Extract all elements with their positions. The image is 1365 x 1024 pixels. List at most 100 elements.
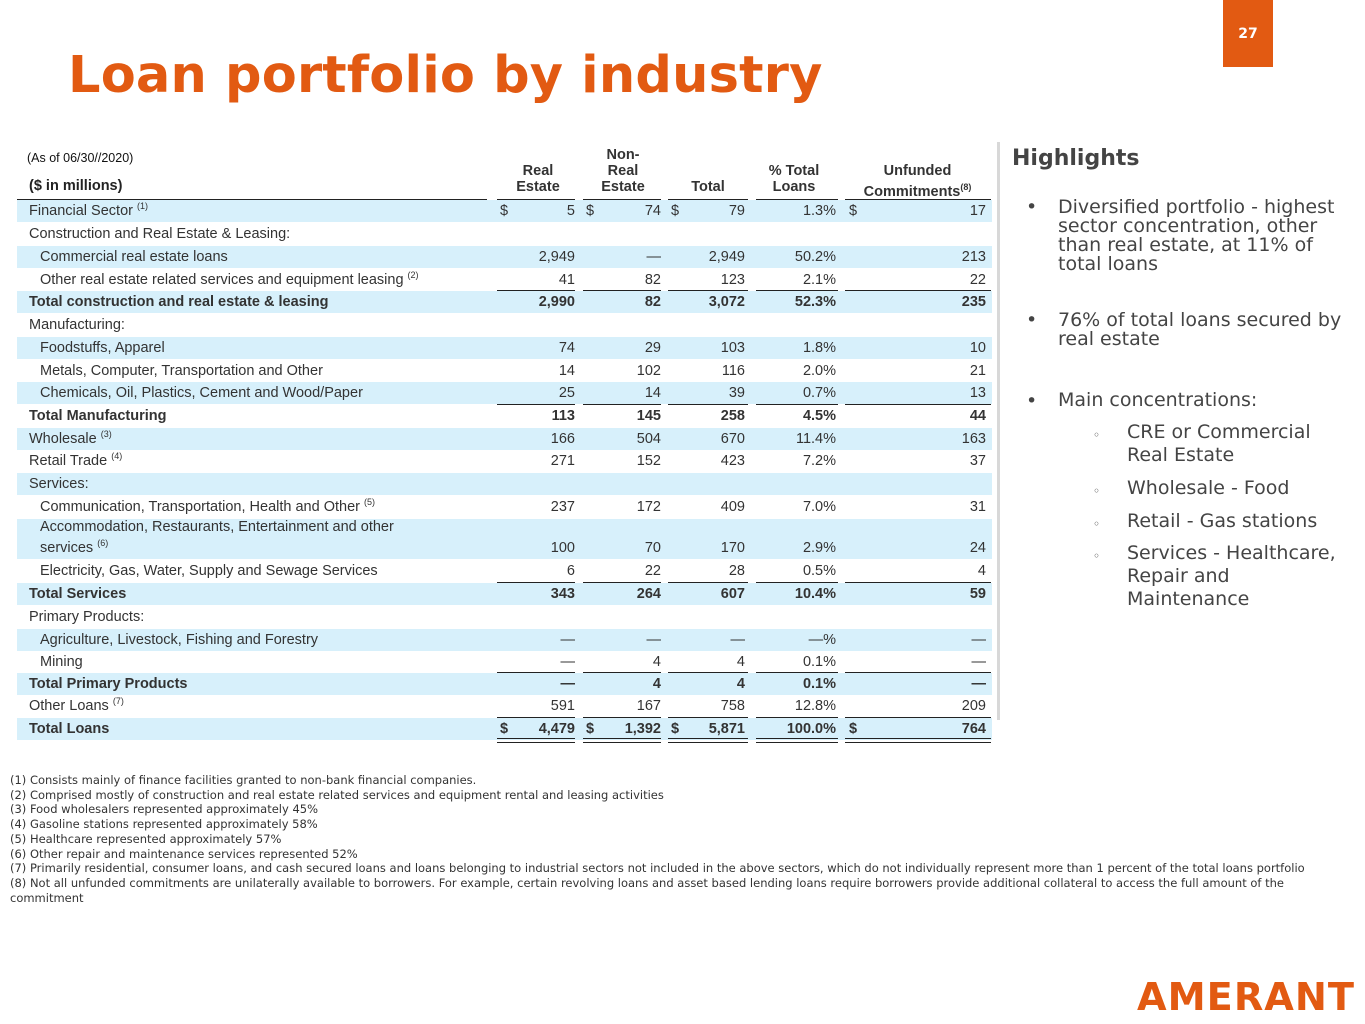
header-unfunded-line-2: Commitments	[863, 183, 961, 200]
row-label: Total Primary Products	[29, 676, 188, 692]
subtotal-rule	[845, 404, 991, 405]
cell-real-estate: 14	[558, 363, 575, 379]
cell-non-real-estate: 504	[636, 431, 661, 447]
subtotal-rule	[497, 672, 575, 673]
units-label: ($ in millions)	[29, 178, 123, 194]
footnote: (8) Not all unfunded commitments are uni…	[10, 875, 1284, 905]
row-label: Wholesale (3)	[29, 426, 112, 447]
double-rule	[756, 738, 838, 743]
row-note: (2)	[407, 270, 419, 281]
subtotal-rule	[668, 582, 748, 583]
row-note: (6)	[97, 538, 109, 549]
cell-non-real-estate: 1,392	[624, 721, 661, 737]
table-row-subtotal: Total Services 343 264 607 10.4% 59	[17, 583, 992, 605]
table-row: Financial Sector (1) $ 5 $ 74 $ 79 1.3% …	[17, 200, 992, 222]
subtotal-rule	[668, 404, 748, 405]
cell-real-estate: 343	[550, 586, 575, 602]
subtotal-rule	[583, 290, 661, 291]
cell-total: 409	[720, 499, 745, 515]
cell-unfunded: —	[971, 632, 987, 648]
cell-unfunded: 213	[961, 249, 986, 265]
cell-real-estate: 6	[566, 563, 575, 579]
table-row: Foodstuffs, Apparel 74 29 103 1.8% 10	[17, 337, 992, 359]
cell-total: 2,949	[708, 249, 745, 265]
cell-total: 4	[736, 654, 745, 670]
header-pct-total-loans: % Total Loans	[752, 163, 836, 195]
cell-total: 123	[720, 272, 745, 288]
cell-pct-total: 100.0%	[786, 721, 836, 737]
double-rule	[668, 738, 748, 743]
cell-pct-total: 50.2%	[794, 249, 836, 265]
header-unfunded-line-1: Unfunded	[883, 163, 952, 179]
highlights-title: Highlights	[1012, 146, 1140, 171]
sub-bullet-icon: ◦	[1093, 517, 1101, 531]
cell-pct-total: 2.9%	[802, 540, 836, 556]
header-non-real-estate: Non- Real Estate	[590, 147, 656, 195]
row-label: Total Services	[29, 586, 127, 602]
header-unfunded-note: (8)	[960, 182, 972, 192]
vertical-divider	[997, 142, 1000, 720]
row-label-text: Retail Trade	[29, 453, 108, 469]
cell-unfunded: 10	[969, 340, 986, 356]
bullet-icon: •	[1026, 390, 1038, 412]
table-row-total: Total Loans $ 4,479 $ 1,392 $ 5,871 100.…	[17, 718, 992, 740]
double-rule	[497, 738, 575, 743]
cell-unfunded: 44	[969, 408, 986, 424]
subtotal-rule	[845, 672, 991, 673]
row-label: Agriculture, Livestock, Fishing and Fore…	[40, 632, 319, 648]
page-number-badge: 27	[1223, 0, 1273, 67]
row-label-text: Other Loans	[29, 698, 109, 714]
cell-non-real-estate: 82	[644, 272, 661, 288]
cell-pct-total: 1.3%	[802, 203, 836, 219]
cell-non-real-estate: 102	[636, 363, 661, 379]
cell-pct-total: 2.0%	[802, 363, 836, 379]
cell-total: 607	[720, 586, 745, 602]
table-row-subtotal: Total Primary Products — 4 4 0.1% —	[17, 673, 992, 695]
subtotal-rule	[583, 672, 661, 673]
cell-pct-total: 0.7%	[802, 385, 836, 401]
table-row: Other Loans (7) 591 167 758 12.8% 209	[17, 695, 992, 717]
row-note: (3)	[100, 429, 112, 440]
footnote: (1) Consists mainly of finance facilitie…	[10, 773, 477, 787]
subtotal-rule	[845, 290, 991, 291]
cell-real-estate: 5	[566, 203, 575, 219]
row-label: Communication, Transportation, Health an…	[40, 494, 375, 515]
row-note: (7)	[112, 696, 124, 707]
row-label-text: Wholesale	[29, 431, 97, 447]
as-of-date: (As of 06/30//2020)	[27, 151, 134, 165]
table-row: Wholesale (3) 166 504 670 11.4% 163	[17, 428, 992, 450]
subtotal-rule	[845, 582, 991, 583]
header-real-estate-line-1: Real	[522, 163, 554, 179]
section-label: Primary Products:	[29, 609, 145, 625]
cell-pct-total: 10.4%	[794, 586, 836, 602]
cell-non-real-estate: 264	[636, 586, 661, 602]
subtotal-rule	[668, 672, 748, 673]
cell-non-real-estate: 29	[644, 340, 661, 356]
cell-unfunded: 235	[961, 294, 986, 310]
cell-non-real-estate: 152	[636, 453, 661, 469]
cell-unfunded: 163	[961, 431, 986, 447]
table-row: Mining — 4 4 0.1% —	[17, 651, 992, 673]
cell-pct-total: 7.0%	[802, 499, 836, 515]
currency-symbol: $	[671, 721, 680, 737]
header-pct-line-1: % Total	[768, 163, 820, 179]
section-label: Construction and Real Estate & Leasing:	[29, 226, 291, 242]
cell-non-real-estate: 74	[644, 203, 661, 219]
highlight-sub-item: Wholesale - Food	[1127, 477, 1290, 499]
cell-unfunded: 13	[969, 385, 986, 401]
cell-total: 28	[728, 563, 745, 579]
cell-non-real-estate: 167	[636, 698, 661, 714]
bullet-icon: •	[1026, 196, 1038, 218]
row-label: Other real estate related services and e…	[40, 267, 419, 288]
cell-real-estate: 2,990	[538, 294, 575, 310]
cell-total: 3,072	[708, 294, 745, 310]
subtotal-rule	[497, 290, 575, 291]
cell-non-real-estate: 4	[652, 654, 661, 670]
cell-real-estate: 25	[558, 385, 575, 401]
cell-pct-total: 4.5%	[802, 408, 836, 424]
currency-symbol: $	[500, 721, 509, 737]
table-row-section: Primary Products:	[17, 606, 992, 628]
table-row-subtotal: Total construction and real estate & lea…	[17, 291, 992, 313]
subtotal-rule	[583, 404, 661, 405]
total-rule	[668, 717, 748, 718]
